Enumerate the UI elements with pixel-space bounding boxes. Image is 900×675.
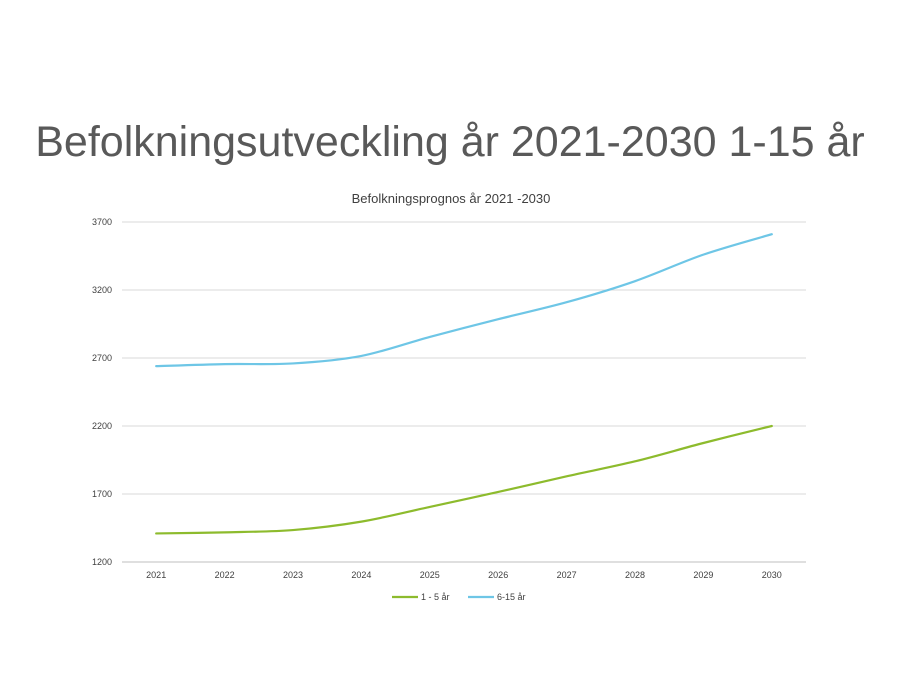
legend-label: 1 - 5 år xyxy=(421,592,450,602)
x-tick-label: 2023 xyxy=(283,570,303,580)
x-tick-label: 2025 xyxy=(420,570,440,580)
x-tick-label: 2028 xyxy=(625,570,645,580)
y-tick-label: 3200 xyxy=(92,285,112,295)
x-tick-label: 2021 xyxy=(146,570,166,580)
x-tick-label: 2026 xyxy=(488,570,508,580)
series-line xyxy=(155,424,773,535)
gridlines xyxy=(122,221,806,563)
y-tick-label: 1200 xyxy=(92,557,112,567)
x-axis-ticks: 2021 2022 2023 2024 2025 2026 2027 2028 2029 2030 xyxy=(146,570,782,580)
series-line xyxy=(155,233,773,368)
y-tick-label: 2200 xyxy=(92,421,112,431)
legend: 1 - 5 år 6-15 år xyxy=(392,592,526,602)
x-tick-label: 2029 xyxy=(693,570,713,580)
y-tick-label: 2700 xyxy=(92,353,112,363)
x-tick-label: 2027 xyxy=(557,570,577,580)
series-lines xyxy=(155,233,773,535)
x-tick-label: 2022 xyxy=(215,570,235,580)
x-tick-label: 2024 xyxy=(351,570,371,580)
chart-title: Befolkningsprognos år 2021 -2030 xyxy=(352,191,551,206)
y-tick-label: 3700 xyxy=(92,217,112,227)
slide-title: Befolkningsutveckling år 2021-2030 1-15 … xyxy=(35,118,865,166)
y-tick-label: 1700 xyxy=(92,489,112,499)
x-tick-label: 2030 xyxy=(762,570,782,580)
y-axis-ticks: 1200 1700 2200 2700 3200 3700 xyxy=(92,217,112,567)
legend-label: 6-15 år xyxy=(497,592,526,602)
